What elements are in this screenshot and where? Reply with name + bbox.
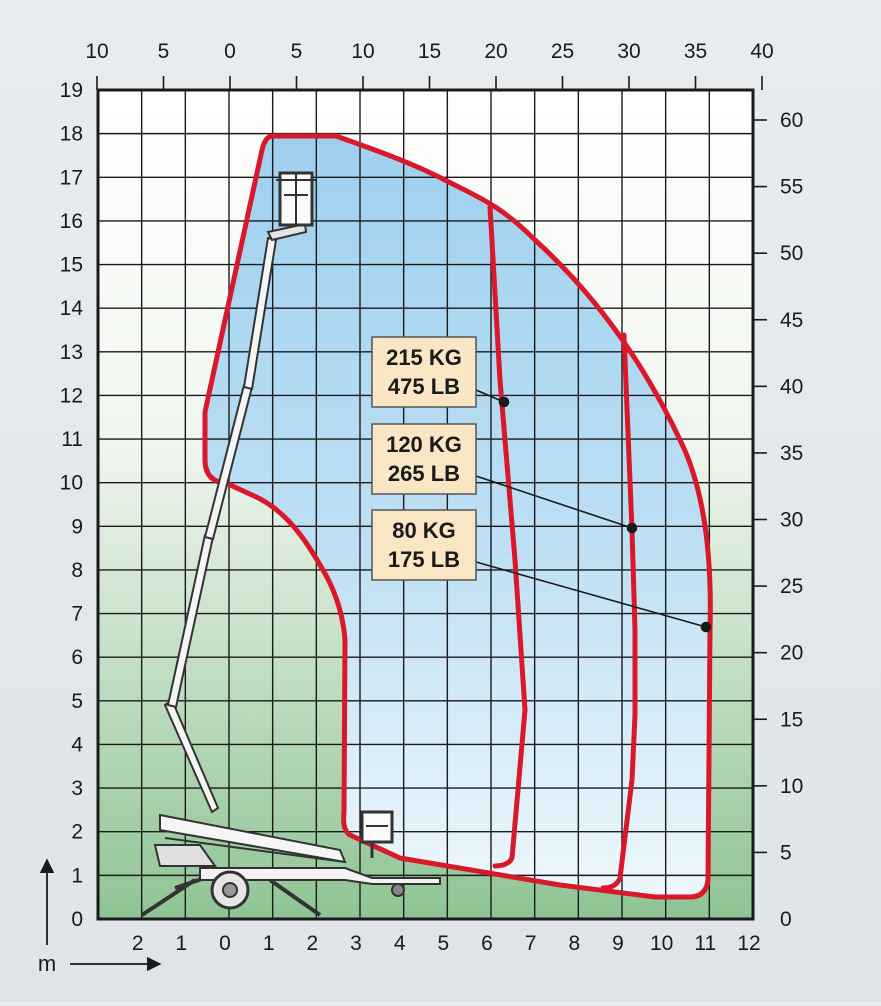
bottom-tick-label: 5 [437,932,449,955]
bottom-tick-label: 0 [219,932,231,955]
outrigger-right [268,878,322,917]
right-tick-label: 30 [780,509,803,532]
right-tick-label: 40 [780,375,803,398]
top-tick-label: 10 [85,40,108,63]
left-tick-label: 5 [71,690,83,713]
capacity-label-80: 80 KG 175 LB [371,509,477,581]
left-tick-label: 9 [71,515,83,538]
capacity-80-lb: 175 LB [388,547,460,572]
top-tick-label: 20 [484,40,507,63]
bottom-tick-label: 1 [175,932,187,955]
wheel-hub [222,882,238,898]
jib [266,222,308,242]
capacity-215-kg: 215 KG [386,345,462,370]
left-tick-label: 16 [60,210,83,233]
left-tick-label: 15 [60,254,83,277]
capacity-120-kg: 120 KG [386,432,462,457]
bottom-tick-label: 2 [306,932,318,955]
top-tick-label: 15 [418,40,441,63]
top-axis-ticks: 10 5 0 5 10 15 20 25 30 35 40 [85,40,774,90]
top-tick-label: 0 [224,40,236,63]
turret [153,844,217,867]
capacity-label-215: 215 KG 475 LB [371,336,477,408]
top-tick-label: 30 [617,40,640,63]
left-tick-label: 4 [71,733,83,756]
bottom-tick-label: 10 [650,932,673,955]
right-tick-label: 5 [780,841,792,864]
marker-80kg [700,621,712,633]
top-tick-label: 25 [551,40,574,63]
stowed-boom-arm [164,837,346,863]
left-tick-label: 12 [60,384,83,407]
left-tick-label: 18 [60,123,83,146]
bottom-tick-label: 12 [737,932,760,955]
right-tick-label: 20 [780,642,803,665]
envelope-120kg [600,332,638,891]
left-tick-label: 1 [71,864,83,887]
bottom-tick-label: 1 [263,932,275,955]
left-tick-label: 0 [71,908,83,931]
right-tick-label: 50 [780,242,803,265]
bottom-tick-label: 4 [394,932,406,955]
chassis [199,867,441,885]
left-tick-label: 17 [60,166,83,189]
bottom-tick-label: 7 [525,932,537,955]
bottom-tick-label: 2 [132,932,144,955]
right-tick-label: 0 [780,908,792,931]
left-tick-label: 6 [71,646,83,669]
left-tick-label: 10 [60,472,83,495]
left-tick-label: 7 [71,603,83,626]
left-tick-label: 8 [71,559,83,582]
jockey-wheel [391,883,405,897]
left-tick-label: 3 [71,777,83,800]
unit-indicator [39,858,162,972]
right-tick-label: 55 [780,176,803,199]
left-tick-label: 11 [61,428,83,451]
right-tick-label: 15 [780,708,803,731]
bottom-axis-ticks: 2 1 0 1 2 3 4 5 6 7 8 9 10 11 12 [132,932,761,955]
bottom-tick-label: 6 [481,932,493,955]
capacity-215-lb: 475 LB [388,374,460,399]
top-tick-label: 10 [351,40,374,63]
envelope-outlines [202,133,713,900]
plot-border [96,88,755,921]
left-tick-label: 13 [60,341,83,364]
left-tick-label: 14 [60,297,84,320]
bottom-tick-label: 9 [612,932,624,955]
top-tick-label: 35 [684,40,707,63]
capacity-label-120: 120 KG 265 LB [371,423,477,495]
right-tick-label: 35 [780,442,803,465]
marker-120kg [626,522,638,534]
left-tick-label: 19 [60,79,83,102]
aerial-lift-machine [140,171,441,917]
right-tick-label: 10 [780,775,803,798]
bottom-tick-label: 8 [568,932,580,955]
right-tick-label: 25 [780,575,803,598]
right-tick-label: 60 [780,109,803,132]
top-tick-label: 5 [158,40,170,63]
leader-lines [475,389,712,633]
top-tick-label: 5 [291,40,303,63]
bottom-tick-label: 3 [350,932,362,955]
marker-215kg [498,396,510,408]
capacity-80-kg: 80 KG [392,518,456,543]
envelope-outer-80kg [202,133,713,900]
right-axis-ticks: 0 5 10 15 20 25 30 35 40 45 50 55 60 [753,109,803,931]
right-tick-label: 45 [780,309,803,332]
unit-label: m [38,951,56,976]
envelope-215kg [487,204,528,869]
bottom-tick-label: 11 [694,932,716,955]
capacity-120-lb: 265 LB [388,461,460,486]
top-tick-label: 40 [750,40,773,63]
left-tick-label: 2 [71,821,83,844]
